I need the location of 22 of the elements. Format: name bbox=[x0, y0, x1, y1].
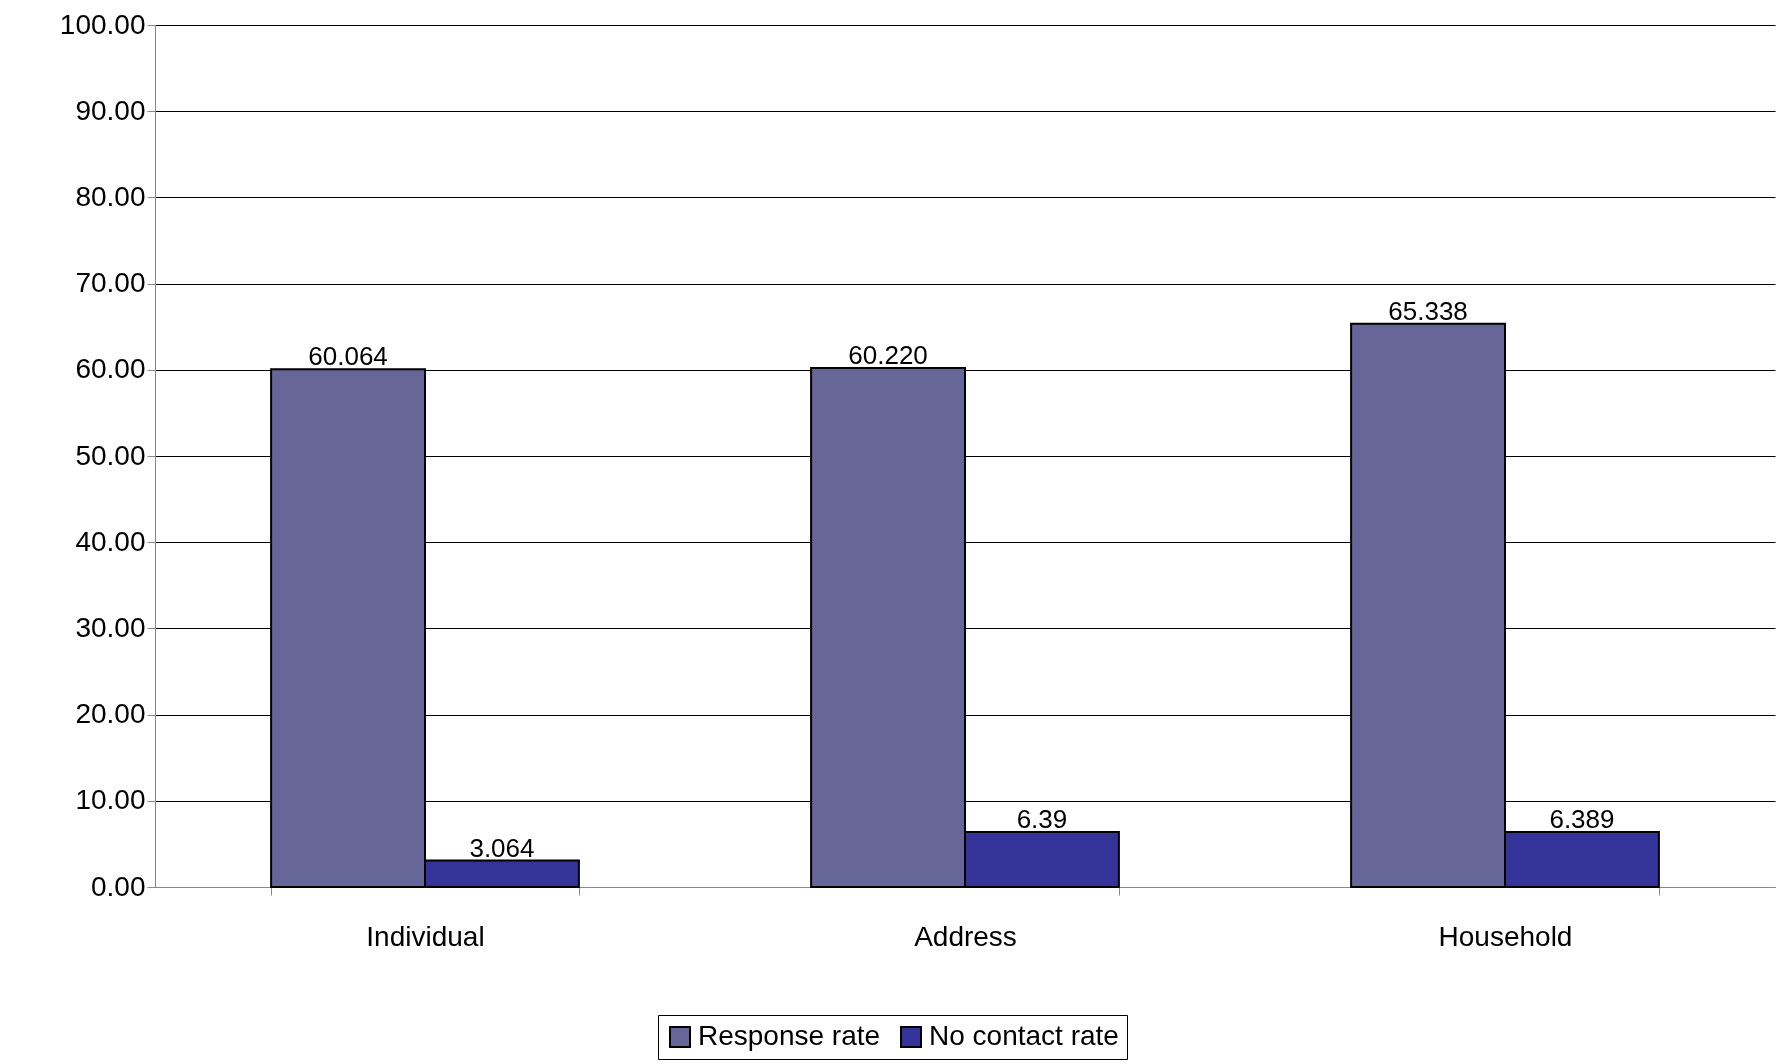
y-tick-label: 90.00 bbox=[75, 94, 146, 126]
y-tick-label: 80.00 bbox=[75, 180, 146, 212]
y-tick-label: 0.00 bbox=[91, 870, 146, 902]
y-tick-label: 100.00 bbox=[59, 8, 146, 40]
data-label: 6.39 bbox=[1016, 803, 1068, 834]
y-tick-label: 50.00 bbox=[75, 439, 146, 471]
data-label: 3.064 bbox=[469, 832, 535, 863]
data-label: 65.338 bbox=[1388, 295, 1468, 326]
y-tick-label: 40.00 bbox=[75, 525, 146, 557]
y-tick-label: 10.00 bbox=[75, 784, 146, 816]
x-tick-label: Address bbox=[914, 920, 1017, 952]
y-tick-label: 20.00 bbox=[75, 698, 146, 730]
data-label: 60.220 bbox=[848, 339, 928, 370]
y-tick-label: 30.00 bbox=[75, 611, 146, 643]
x-tick-label: Household bbox=[1438, 920, 1573, 952]
y-tick-label: 70.00 bbox=[75, 267, 146, 299]
data-label: 6.389 bbox=[1549, 803, 1615, 834]
y-tick-label: 60.00 bbox=[75, 353, 146, 385]
legend-label: No contact rate bbox=[929, 1020, 1119, 1051]
data-label: 60.064 bbox=[308, 341, 388, 372]
legend-label: Response rate bbox=[698, 1020, 881, 1051]
x-tick-label: Individual bbox=[366, 920, 485, 952]
